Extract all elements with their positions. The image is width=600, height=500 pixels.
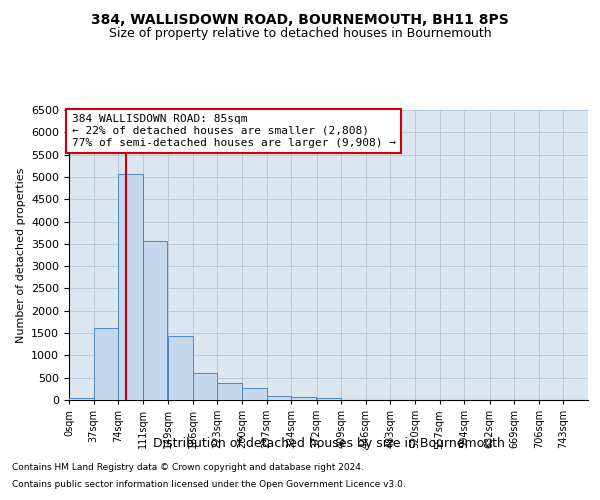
Text: Distribution of detached houses by size in Bournemouth: Distribution of detached houses by size … [153, 438, 505, 450]
Text: 384 WALLISDOWN ROAD: 85sqm
← 22% of detached houses are smaller (2,808)
77% of s: 384 WALLISDOWN ROAD: 85sqm ← 22% of deta… [71, 114, 395, 148]
Y-axis label: Number of detached properties: Number of detached properties [16, 168, 26, 342]
Bar [193, 373, 217, 400]
Text: Contains public sector information licensed under the Open Government Licence v3: Contains public sector information licen… [12, 480, 406, 489]
Bar [291, 398, 316, 400]
Bar [242, 388, 266, 400]
Bar [69, 398, 94, 400]
Bar [317, 398, 341, 400]
Bar [168, 336, 193, 400]
Text: 384, WALLISDOWN ROAD, BOURNEMOUTH, BH11 8PS: 384, WALLISDOWN ROAD, BOURNEMOUTH, BH11 … [91, 12, 509, 26]
Bar [118, 174, 143, 400]
Text: Contains HM Land Registry data © Crown copyright and database right 2024.: Contains HM Land Registry data © Crown c… [12, 464, 364, 472]
Bar [94, 328, 118, 400]
Bar [143, 240, 167, 400]
Bar [217, 382, 242, 400]
Text: Size of property relative to detached houses in Bournemouth: Size of property relative to detached ho… [109, 28, 491, 40]
Bar [266, 396, 291, 400]
